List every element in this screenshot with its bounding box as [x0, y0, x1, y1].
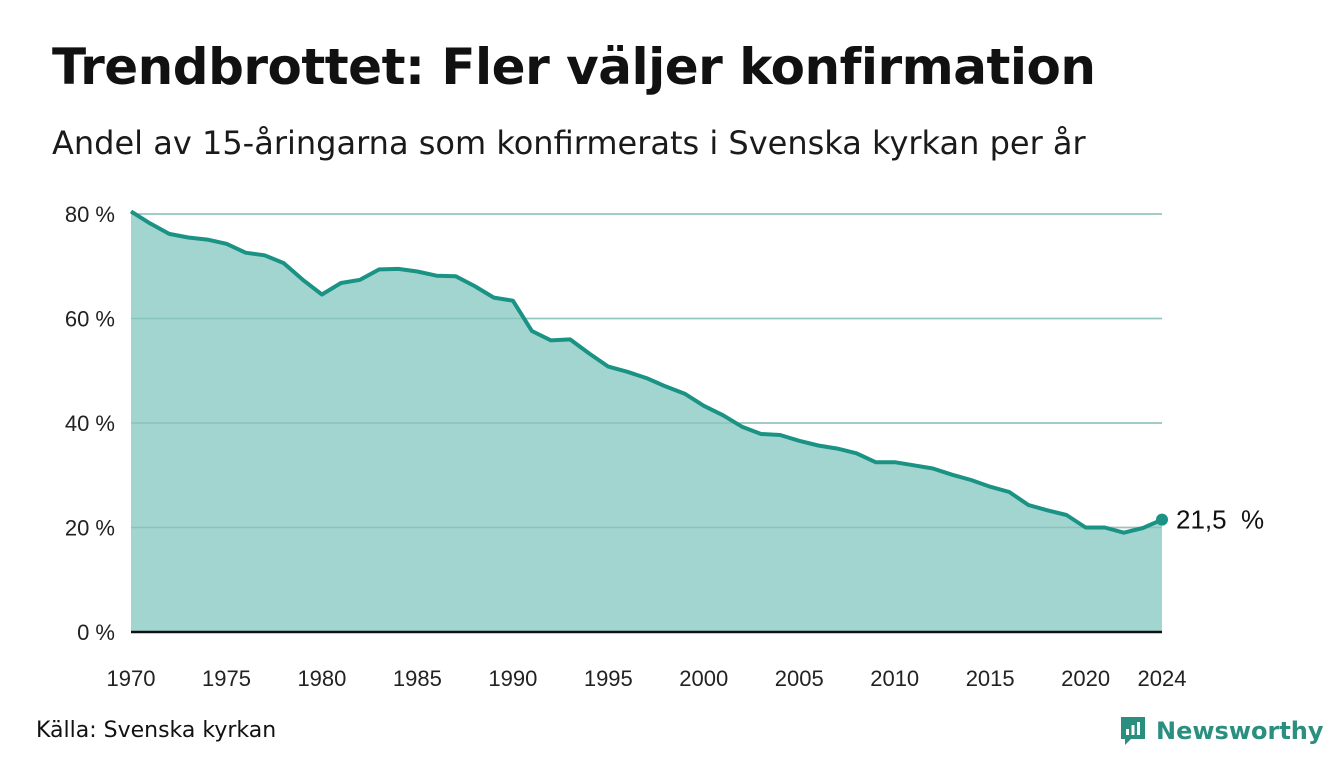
- source-note: Källa: Svenska kyrkan: [36, 718, 277, 743]
- x-tick-label: 1980: [297, 666, 346, 691]
- x-tick-label: 1975: [202, 666, 251, 691]
- x-tick-label: 2020: [1061, 666, 1110, 691]
- area-fill: [131, 211, 1162, 632]
- x-tick-label: 2005: [775, 666, 824, 691]
- last-value-label: 21,5 %: [1176, 505, 1264, 535]
- x-tick-label: 1970: [107, 666, 156, 691]
- brand[interactable]: Newsworthy: [1118, 714, 1324, 748]
- x-tick-label: 2010: [870, 666, 919, 691]
- x-tick-label: 1995: [584, 666, 633, 691]
- y-tick-label: 60 %: [65, 307, 115, 332]
- y-tick-label: 40 %: [65, 411, 115, 436]
- last-point-marker: [1156, 513, 1168, 526]
- x-tick-label: 1985: [393, 666, 442, 691]
- y-tick-label: 0 %: [77, 620, 115, 645]
- series-line: [129, 209, 1163, 535]
- chart-subtitle: Andel av 15-åringarna som konfirmerats i…: [52, 124, 1086, 162]
- x-tick-label: 2000: [679, 666, 728, 691]
- x-tick-label: 1990: [488, 666, 537, 691]
- y-tick-label: 20 %: [65, 516, 115, 541]
- x-tick-label: 2024: [1138, 666, 1187, 691]
- y-tick-label: 80 %: [65, 202, 115, 227]
- x-tick-label: 2015: [966, 666, 1015, 691]
- brand-name: Newsworthy: [1156, 717, 1324, 745]
- newsworthy-logo-icon: [1121, 717, 1145, 745]
- chart-title: Trendbrottet: Fler väljer konfirmation: [52, 38, 1096, 96]
